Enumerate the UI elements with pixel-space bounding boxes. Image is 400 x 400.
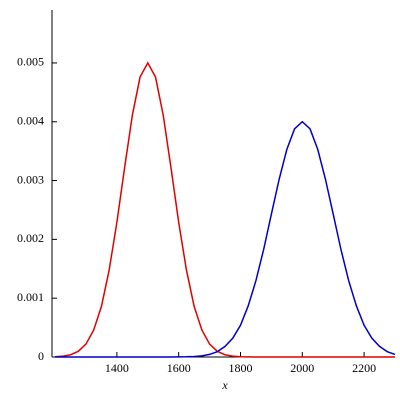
- curve: [55, 120, 396, 358]
- x-tick-label: 1400: [105, 361, 129, 375]
- y-tick-label: 0.003: [17, 172, 44, 186]
- y-tick-label: 0.004: [17, 113, 44, 127]
- y-tick-label: 0.002: [17, 231, 44, 245]
- y-tick-label: 0.005: [17, 55, 44, 69]
- x-tick-label: 1800: [228, 361, 252, 375]
- x-tick-label: 1600: [167, 361, 191, 375]
- x-axis-label: x: [221, 378, 228, 392]
- y-tick-label: 0.001: [17, 290, 44, 304]
- curve: [55, 61, 395, 358]
- y-tick-label: 0: [38, 349, 44, 363]
- x-tick-label: 2200: [352, 361, 376, 375]
- x-tick-label: 2000: [290, 361, 314, 375]
